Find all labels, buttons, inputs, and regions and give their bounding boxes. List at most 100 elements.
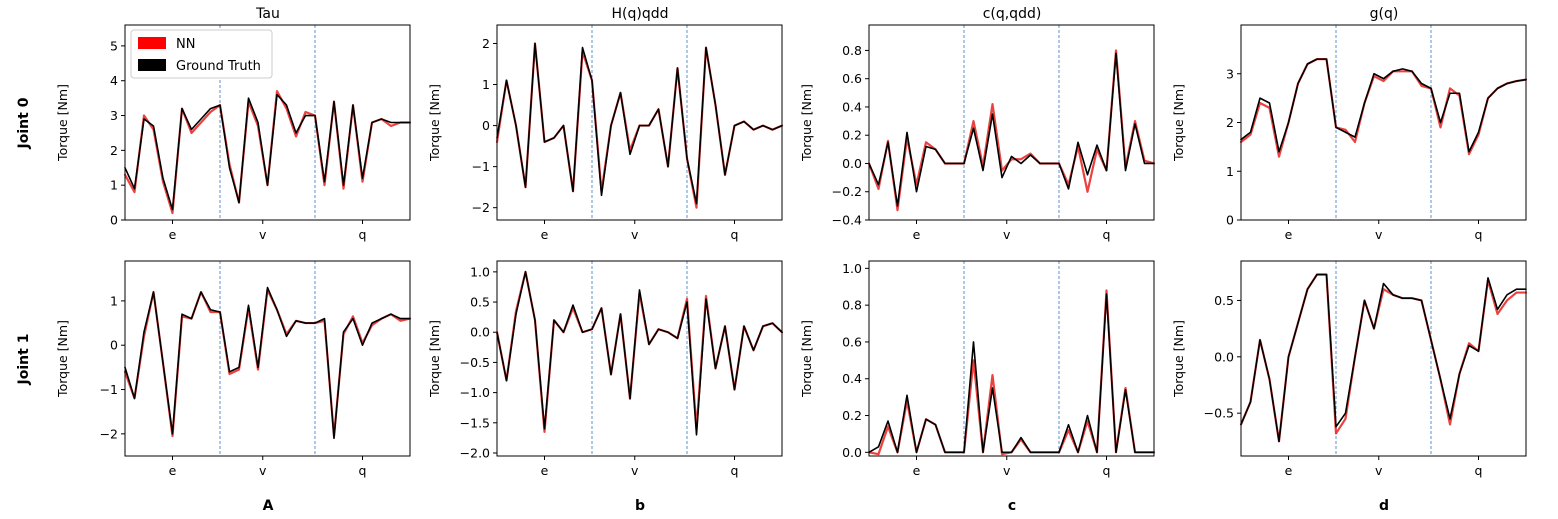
y-tick-label: 0 bbox=[1226, 213, 1234, 228]
y-tick-label: 5 bbox=[110, 38, 118, 53]
axes-frame bbox=[1240, 24, 1527, 221]
y-tick-label: 0.8 bbox=[842, 43, 862, 58]
x-tick-label: q bbox=[731, 463, 739, 478]
y-tick-label: 1.0 bbox=[470, 264, 490, 279]
y-tick-label: −1 bbox=[472, 159, 490, 174]
y-tick-label: 1 bbox=[110, 178, 118, 193]
x-tick-label: v bbox=[1375, 463, 1383, 478]
y-tick-label: 4 bbox=[110, 73, 118, 88]
panel-letter-b: b bbox=[635, 498, 645, 514]
legend-label-ground-truth: Ground Truth bbox=[176, 59, 261, 74]
y-tick-label: 0 bbox=[110, 213, 118, 228]
plot-r1-c2: 0.0 0.2 0.4 0.6 0.8 1.0 e v q Torque [Nm] bbox=[799, 260, 1156, 478]
x-tick-label: q bbox=[359, 463, 367, 478]
series-line-nn bbox=[867, 49, 1156, 212]
y-tick-label: 0.6 bbox=[842, 71, 862, 86]
y-tick-label: 0.6 bbox=[842, 334, 862, 349]
series-line-ground-truth bbox=[496, 271, 783, 436]
axes-frame bbox=[496, 260, 783, 457]
y-tick-label: 3 bbox=[1226, 66, 1234, 81]
x-tick-label: q bbox=[1475, 463, 1483, 478]
axes-frame bbox=[1240, 260, 1527, 457]
row-label-joint-1: Joint 1 bbox=[16, 334, 32, 386]
y-axis-label: Torque [Nm] bbox=[427, 84, 442, 162]
y-tick-label: −0.4 bbox=[832, 213, 862, 228]
series-line-nn bbox=[1239, 273, 1528, 443]
series-line-nn bbox=[1239, 58, 1528, 158]
y-tick-label: −1 bbox=[100, 382, 118, 397]
y-tick-label: 1.0 bbox=[842, 261, 862, 276]
legend-swatch-ground-truth bbox=[138, 59, 166, 71]
series-line-ground-truth bbox=[1240, 273, 1527, 443]
plot-r0-c2: −0.4 −0.2 0.0 0.2 0.4 0.6 0.8 e v q Torque [Nm] bbox=[799, 24, 1156, 242]
series-line-ground-truth bbox=[868, 293, 1155, 454]
axes-frame bbox=[124, 260, 411, 457]
series-line-ground-truth bbox=[496, 42, 783, 205]
row-label-joint-0: Joint 0 bbox=[16, 97, 32, 149]
x-tick-label: v bbox=[259, 463, 267, 478]
x-tick-label: e bbox=[913, 463, 921, 478]
y-tick-label: 0.0 bbox=[1214, 349, 1234, 364]
panel-letter-a: A bbox=[263, 498, 274, 514]
y-tick-label: −2 bbox=[472, 200, 490, 215]
x-tick-label: q bbox=[1103, 463, 1111, 478]
x-tick-label: q bbox=[731, 227, 739, 242]
x-tick-label: v bbox=[259, 227, 267, 242]
series-line-ground-truth bbox=[124, 286, 411, 440]
legend-swatch-nn bbox=[138, 37, 166, 49]
column-title-cqqdd: c(q,qdd) bbox=[983, 6, 1042, 22]
y-tick-label: 1 bbox=[482, 77, 490, 92]
y-tick-label: 0.0 bbox=[842, 445, 862, 460]
x-tick-label: e bbox=[1285, 463, 1293, 478]
y-tick-label: 0.4 bbox=[842, 99, 862, 114]
y-tick-label: 1 bbox=[1226, 164, 1234, 179]
plot-r0-c3: 0 1 2 3 e v q Torque [Nm] bbox=[1171, 24, 1528, 242]
y-tick-label: 1 bbox=[110, 293, 118, 308]
y-axis-label: Torque [Nm] bbox=[55, 84, 70, 162]
y-tick-label: 0.0 bbox=[470, 325, 490, 340]
x-tick-label: q bbox=[1103, 227, 1111, 242]
y-axis-label: Torque [Nm] bbox=[1171, 320, 1186, 398]
y-tick-label: 0.8 bbox=[842, 298, 862, 313]
x-tick-label: q bbox=[359, 227, 367, 242]
y-tick-label: 3 bbox=[110, 108, 118, 123]
y-tick-label: 2 bbox=[110, 143, 118, 158]
plot-r1-c3: −0.5 0.0 0.5 e v q Torque [Nm] bbox=[1171, 260, 1528, 478]
y-tick-label: −0.5 bbox=[460, 355, 490, 370]
column-title-gq: g(q) bbox=[1370, 6, 1399, 22]
x-tick-label: e bbox=[169, 463, 177, 478]
y-axis-label: Torque [Nm] bbox=[427, 320, 442, 398]
y-tick-label: −1.0 bbox=[460, 385, 490, 400]
x-tick-label: v bbox=[631, 463, 639, 478]
plot-r1-c1: −2.0 −1.5 −1.0 −0.5 0.0 0.5 1.0 e v q Torque [Nm] bbox=[427, 260, 784, 478]
series-line-nn bbox=[123, 288, 412, 438]
y-tick-label: 0.5 bbox=[1214, 293, 1234, 308]
x-tick-label: e bbox=[913, 227, 921, 242]
y-axis-label: Torque [Nm] bbox=[799, 84, 814, 162]
plot-grid: 0 1 2 3 4 5 e v q Torque [Nm] −2 −1 0 1 2 e v q Torque [Nm… bbox=[55, 24, 1528, 478]
y-tick-label: 0 bbox=[482, 118, 490, 133]
y-tick-label: 2 bbox=[482, 36, 490, 51]
y-axis-label: Torque [Nm] bbox=[1171, 84, 1186, 162]
x-tick-label: e bbox=[169, 227, 177, 242]
plot-r1-c0: −2 −1 0 1 e v q Torque [Nm] bbox=[55, 260, 412, 478]
x-tick-label: v bbox=[631, 227, 639, 242]
panel-letter-d: d bbox=[1379, 498, 1389, 514]
axes-frame bbox=[496, 24, 783, 221]
y-tick-label: 0.4 bbox=[842, 371, 862, 386]
y-tick-label: −2 bbox=[100, 426, 118, 441]
y-axis-label: Torque [Nm] bbox=[55, 320, 70, 398]
x-tick-label: e bbox=[1285, 227, 1293, 242]
legend-frame bbox=[130, 29, 273, 79]
axes-frame bbox=[868, 260, 1155, 457]
x-tick-label: v bbox=[1003, 463, 1011, 478]
y-tick-label: 0 bbox=[110, 338, 118, 353]
x-tick-label: e bbox=[541, 463, 549, 478]
panel-letter-c: c bbox=[1008, 498, 1016, 514]
y-tick-label: −0.5 bbox=[1204, 406, 1234, 421]
series-line-ground-truth bbox=[868, 52, 1155, 207]
x-tick-label: v bbox=[1375, 227, 1383, 242]
x-tick-label: q bbox=[1475, 227, 1483, 242]
legend-label-nn: NN bbox=[176, 37, 195, 52]
